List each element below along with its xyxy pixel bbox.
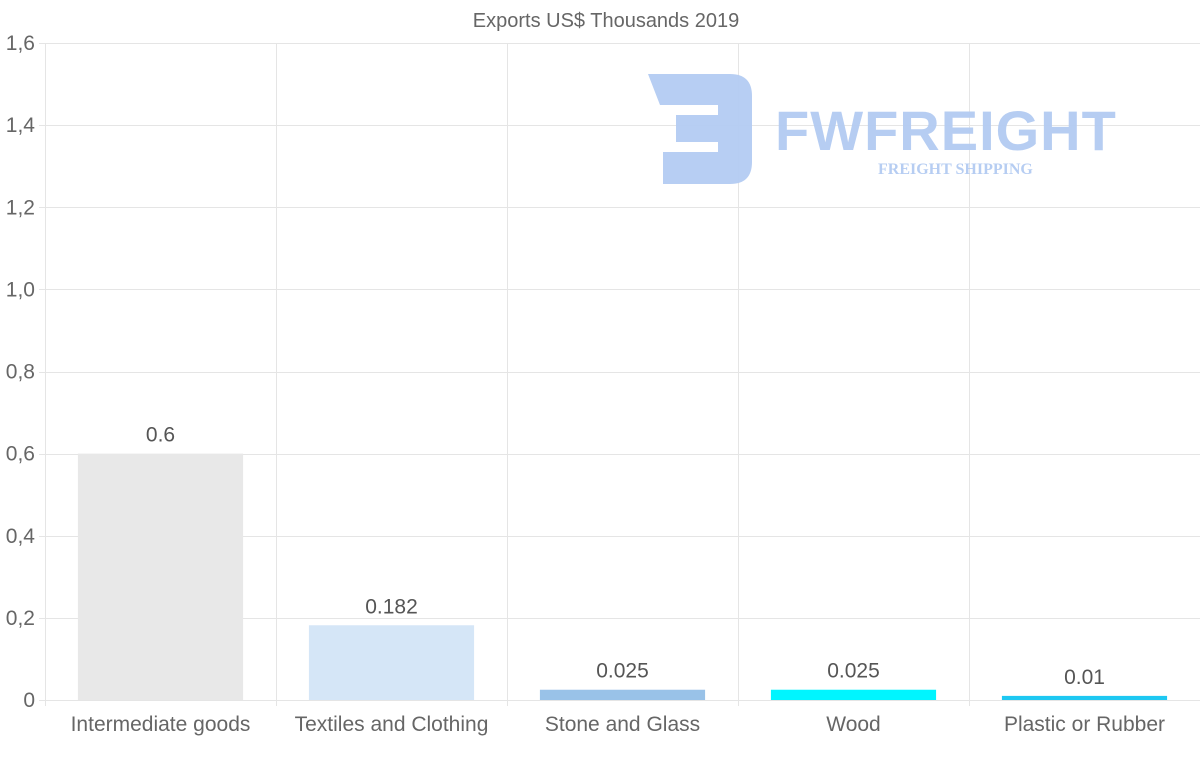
watermark-tagline: FREIGHT SHIPPING (878, 161, 1033, 178)
watermark-brand: FWFREIGHT (775, 99, 1117, 162)
bar-value-label: 0.182 (365, 595, 418, 618)
data-labels: 0.6 0.182 0.025 0.025 0.01 (146, 424, 1105, 689)
fwfreight-logo-icon (648, 74, 752, 184)
x-category-label: Intermediate goods (71, 713, 251, 736)
x-axis-ticks: Intermediate goods Textiles and Clothing S… (71, 713, 1165, 736)
bars (77, 453, 1168, 700)
y-tick-label: 0,8 (6, 361, 35, 384)
chart-title: Exports US$ Thousands 2019 (473, 10, 739, 32)
x-category-label: Plastic or Rubber (1004, 713, 1165, 736)
y-tick-label: 0 (23, 689, 35, 712)
bar-5[interactable] (1001, 695, 1168, 700)
x-category-label: Textiles and Clothing (295, 713, 489, 736)
y-tick-label: 0,2 (6, 607, 35, 630)
y-axis-ticks: 0 0,2 0,4 0,6 0,8 1,0 1,2 1,4 1,6 (6, 32, 36, 712)
bar-value-label: 0.6 (146, 424, 175, 447)
y-tick-label: 1,4 (6, 114, 36, 137)
bar-value-label: 0.01 (1064, 666, 1105, 689)
bar-value-label: 0.025 (827, 660, 880, 683)
bar-1[interactable] (77, 453, 244, 700)
bar-4[interactable] (770, 689, 937, 700)
fwfreight-watermark: FWFREIGHT FREIGHT SHIPPING (648, 74, 1117, 184)
y-tick-label: 1,0 (6, 278, 35, 301)
x-category-label: Wood (826, 713, 880, 736)
y-tick-label: 1,6 (6, 32, 35, 55)
y-tick-label: 0,6 (6, 443, 35, 466)
y-tick-label: 0,4 (6, 525, 36, 548)
bar-3[interactable] (539, 689, 706, 700)
bar-2[interactable] (308, 625, 475, 700)
y-tick-label: 1,2 (6, 196, 35, 219)
bar-value-label: 0.025 (596, 660, 649, 683)
grid-lines (39, 43, 1200, 706)
x-category-label: Stone and Glass (545, 713, 700, 736)
